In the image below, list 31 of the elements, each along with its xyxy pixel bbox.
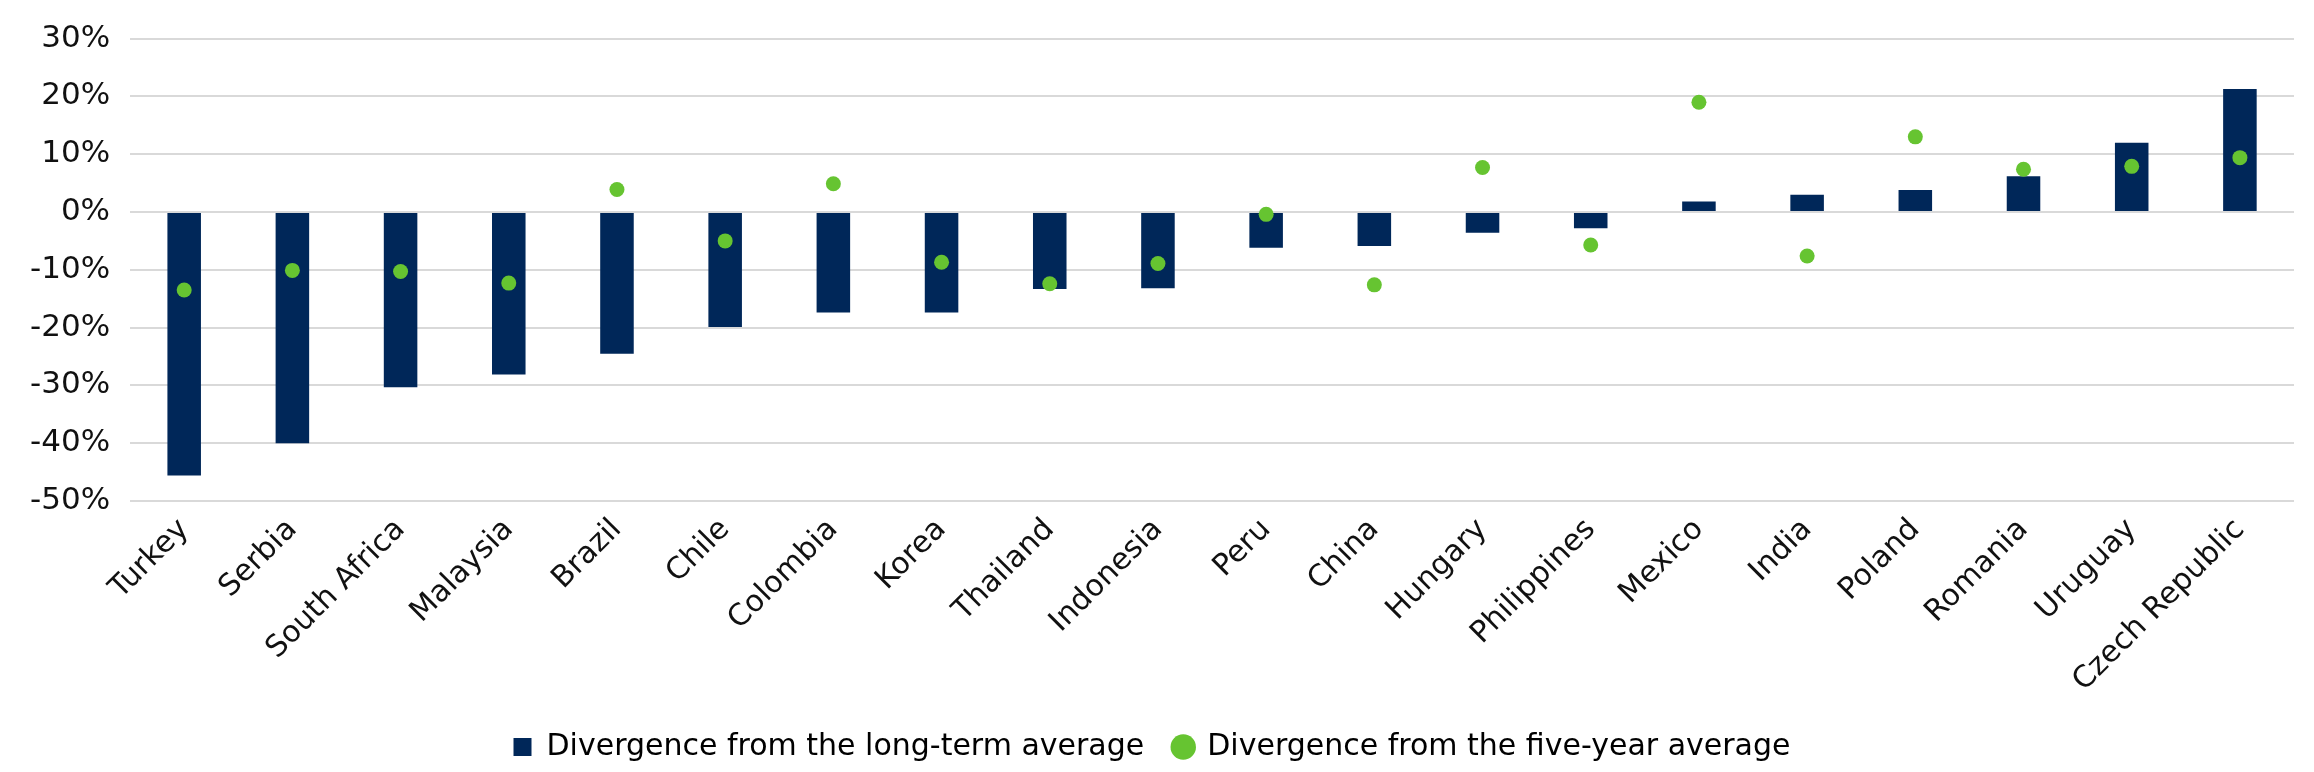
point (501, 275, 517, 291)
point (1907, 129, 1923, 145)
point (1366, 277, 1382, 293)
point (393, 264, 409, 280)
point (1583, 237, 1599, 253)
point (1150, 255, 1166, 271)
y-tick-label: -20% (29, 306, 111, 343)
point (2016, 161, 2032, 177)
y-tick-label: 30% (41, 17, 111, 54)
y-tick-label: -10% (29, 248, 111, 285)
y-tick-label: -40% (29, 422, 111, 459)
y-tick-label: 20% (41, 75, 111, 112)
y-tick-label: -30% (29, 364, 111, 401)
point (825, 176, 841, 192)
point (176, 282, 192, 298)
y-tick-label: 0% (60, 191, 111, 228)
point (2124, 158, 2140, 174)
point (284, 262, 300, 278)
y-tick-label: -50% (29, 480, 111, 517)
y-tick-label: 10% (41, 133, 111, 170)
point (2232, 150, 2248, 166)
point (1475, 160, 1491, 175)
point (717, 233, 733, 249)
legend-label: Divergence from the long-term average (546, 726, 1145, 762)
point (1799, 248, 1815, 264)
point (1042, 276, 1058, 292)
point (1258, 206, 1274, 222)
point (934, 254, 950, 270)
point (609, 181, 625, 197)
point (1691, 94, 1707, 110)
legend-label: Divergence from the five-year average (1207, 726, 1791, 762)
